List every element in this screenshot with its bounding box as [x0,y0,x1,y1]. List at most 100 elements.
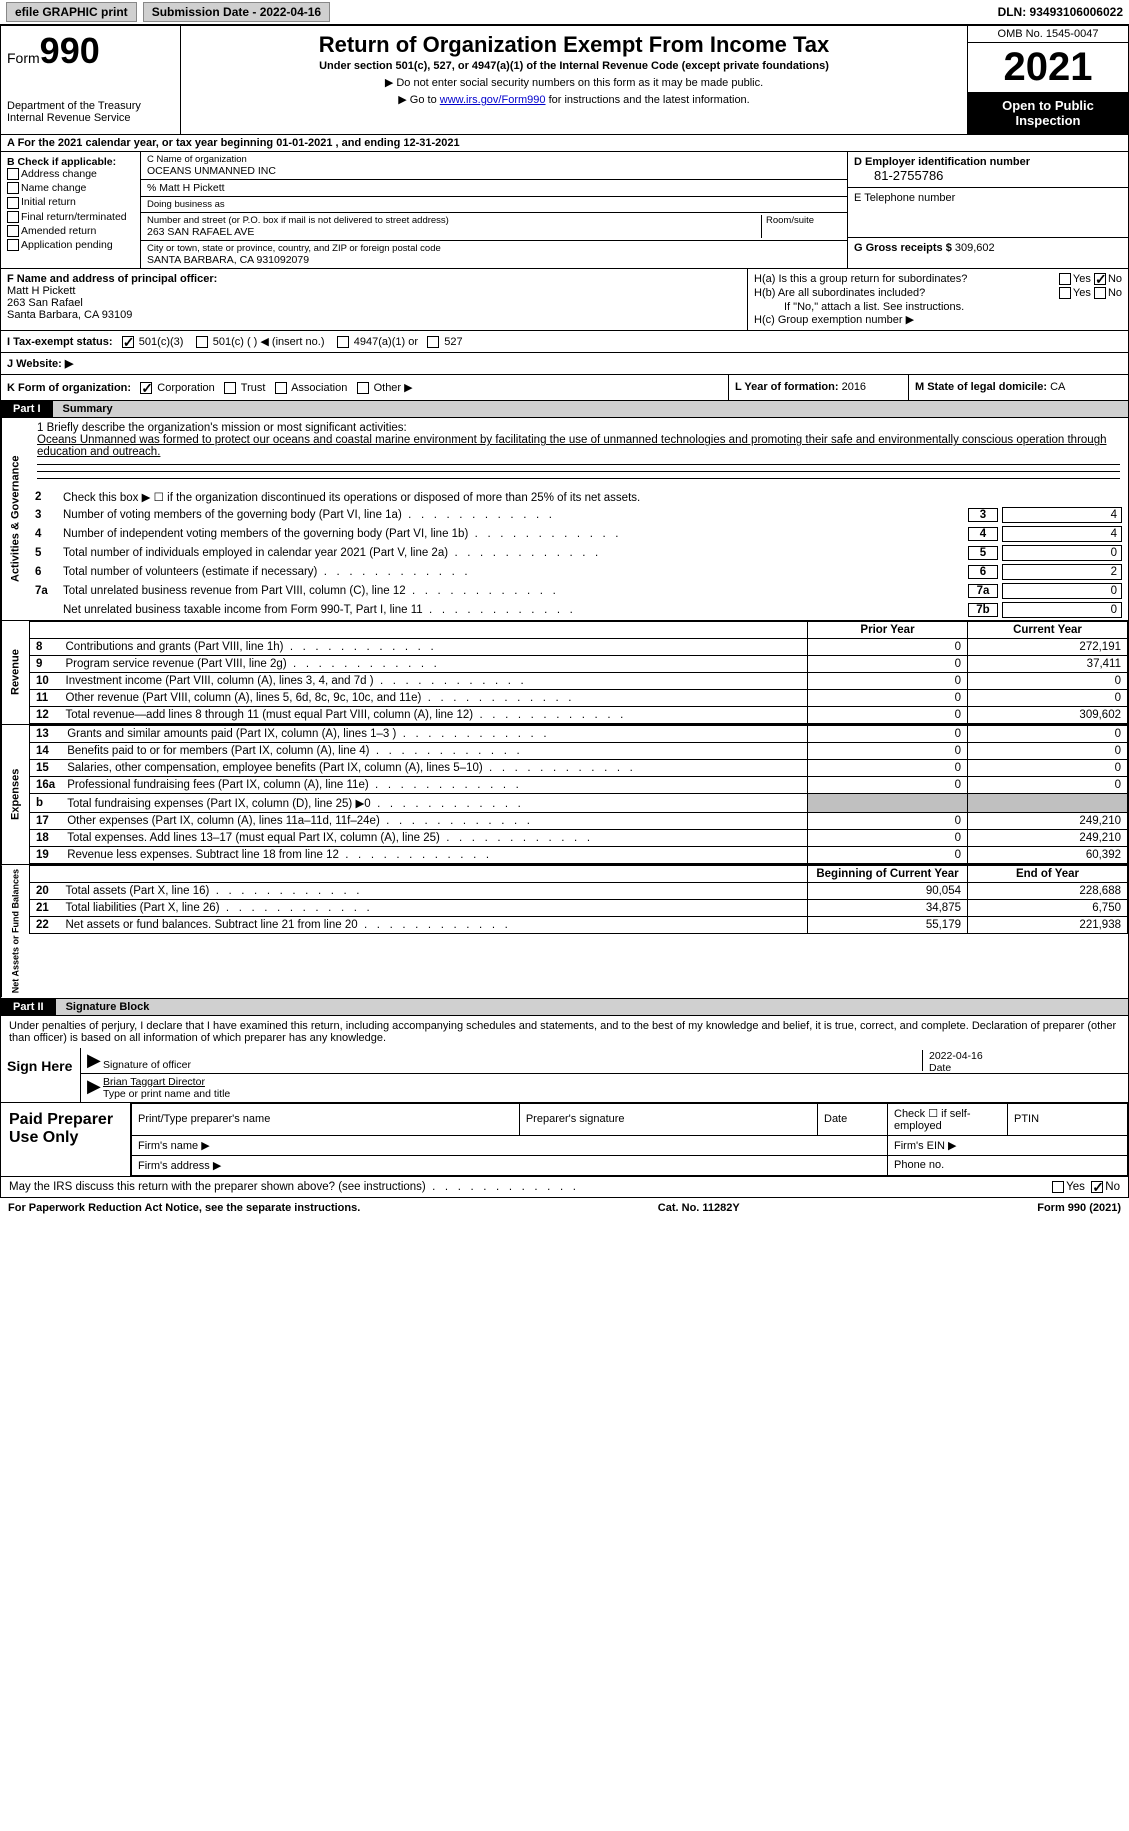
header-right: OMB No. 1545-0047 2021 Open to Public In… [968,26,1128,134]
row-text: Program service revenue (Part VIII, line… [60,656,808,673]
org-name-cell: C Name of organization OCEANS UNMANNED I… [141,152,847,180]
prior-year-hdr: Prior Year [808,622,968,639]
discuss-no-cb[interactable] [1091,1181,1103,1193]
line-num: 5 [35,547,63,559]
opt-assoc: Association [291,382,347,394]
opt-501c3: 501(c)(3) [139,336,184,348]
row-num: b [30,794,62,813]
current-year-val: 0 [968,690,1128,707]
block-i-row: I Tax-exempt status: 501(c)(3) 501(c) ( … [0,331,1129,353]
end-year-hdr: End of Year [968,866,1128,883]
side-activities: Activities & Governance [1,418,29,620]
cb-501c3[interactable] [122,336,134,348]
cb-app-pending[interactable]: Application pending [7,239,134,251]
row-num: 16a [30,777,62,794]
cb-address-change[interactable]: Address change [7,168,134,180]
section-a: A For the 2021 calendar year, or tax yea… [0,135,1129,152]
cb-final-return[interactable]: Final return/terminated [7,211,134,223]
row-num: 10 [30,673,60,690]
cb-trust[interactable] [224,382,236,394]
submission-date-button[interactable]: Submission Date - 2022-04-16 [143,2,330,22]
row-text: Total liabilities (Part X, line 26) [60,900,808,917]
no-label-3: No [1105,1181,1120,1193]
row-num: 11 [30,690,60,707]
row-num: 17 [30,813,62,830]
block-b-title: B Check if applicable: [7,156,134,168]
prior-year-val: 0 [808,656,968,673]
table-row: 13Grants and similar amounts paid (Part … [30,726,1128,743]
table-row: bTotal fundraising expenses (Part IX, co… [30,794,1128,813]
begin-year-val: 34,875 [808,900,968,917]
row-num: 22 [30,917,60,934]
cb-initial-return[interactable]: Initial return [7,196,134,208]
current-year-hdr: Current Year [968,622,1128,639]
end-year-val: 221,938 [968,917,1128,934]
row-num: 14 [30,743,62,760]
line-box: 6 [968,565,998,579]
expenses-body: 13Grants and similar amounts paid (Part … [29,725,1128,864]
begin-year-val: 90,054 [808,883,968,900]
irs-label: Internal Revenue Service [7,112,174,124]
cb-corp[interactable] [140,382,152,394]
cb-other[interactable] [357,382,369,394]
cb-assoc[interactable] [275,382,287,394]
part2-title: Signature Block [56,999,1128,1015]
current-year-val: 0 [968,777,1128,794]
line-text: Total unrelated business revenue from Pa… [63,585,964,597]
cb-527[interactable] [427,336,439,348]
ha-no-cb[interactable] [1094,273,1106,285]
revenue-section: Revenue Prior Year Current Year 8Contrib… [0,621,1129,725]
row-num: 19 [30,847,62,864]
paid-preparer-table: Print/Type preparer's name Preparer's si… [131,1103,1128,1176]
header-left: Form990 Department of the Treasury Inter… [1,26,181,134]
line-box: 7b [968,603,998,617]
phone-lbl: E Telephone number [854,192,1122,204]
form-word: Form [7,50,40,66]
goto-note: ▶ Go to www.irs.gov/Form990 for instruct… [187,93,961,106]
prior-year-val: 0 [808,690,968,707]
block-c: C Name of organization OCEANS UNMANNED I… [141,152,848,268]
opt-527: 527 [444,336,462,348]
hb-yes-cb[interactable] [1059,287,1071,299]
table-row: 21Total liabilities (Part X, line 26)34,… [30,900,1128,917]
sig-date: 2022-04-16 [929,1050,1122,1062]
cb-4947[interactable] [337,336,349,348]
current-year-val: 37,411 [968,656,1128,673]
row-text: Revenue less expenses. Subtract line 18 … [61,847,807,864]
block-i: I Tax-exempt status: 501(c)(3) 501(c) ( … [1,331,1128,352]
city-lbl: City or town, state or province, country… [147,243,841,254]
line-num: 7a [35,585,63,597]
dba-cell: Doing business as [141,197,847,213]
discuss-yes-cb[interactable] [1052,1181,1064,1193]
line-value: 4 [1002,507,1122,523]
ha-yes-cb[interactable] [1059,273,1071,285]
firm-ein-cell: Firm's EIN ▶ [888,1135,1128,1155]
current-year-val: 272,191 [968,639,1128,656]
blocks-bcd: B Check if applicable: Address change Na… [0,152,1129,269]
city-cell: City or town, state or province, country… [141,241,847,268]
opt-corp: Corporation [157,382,214,394]
cb-amended[interactable]: Amended return [7,225,134,237]
officer-street: 263 San Rafael [7,297,741,309]
m-val: CA [1050,381,1065,393]
row-text: Salaries, other compensation, employee b… [61,760,807,777]
sig-name: Brian Taggart Director [103,1076,1122,1088]
prior-year-val: 0 [808,743,968,760]
row-text: Total revenue—add lines 8 through 11 (mu… [60,707,808,724]
cb-name-change[interactable]: Name change [7,182,134,194]
prior-year-val: 0 [808,726,968,743]
efile-print-button[interactable]: efile GRAPHIC print [6,2,137,22]
no-label: No [1108,273,1122,285]
row-num: 8 [30,639,60,656]
discuss-text: May the IRS discuss this return with the… [9,1181,576,1193]
cb-label-0: Address change [21,168,97,180]
officer-city: Santa Barbara, CA 93109 [7,309,741,321]
line-text: Number of independent voting members of … [63,528,964,540]
arrow-icon-2: ▶ [87,1076,103,1100]
irs-form990-link[interactable]: www.irs.gov/Form990 [440,94,546,106]
hb-no-cb[interactable] [1094,287,1106,299]
block-f: F Name and address of principal officer:… [1,269,748,330]
grey-cell [808,794,968,813]
line-value: 4 [1002,526,1122,542]
cb-501c[interactable] [196,336,208,348]
